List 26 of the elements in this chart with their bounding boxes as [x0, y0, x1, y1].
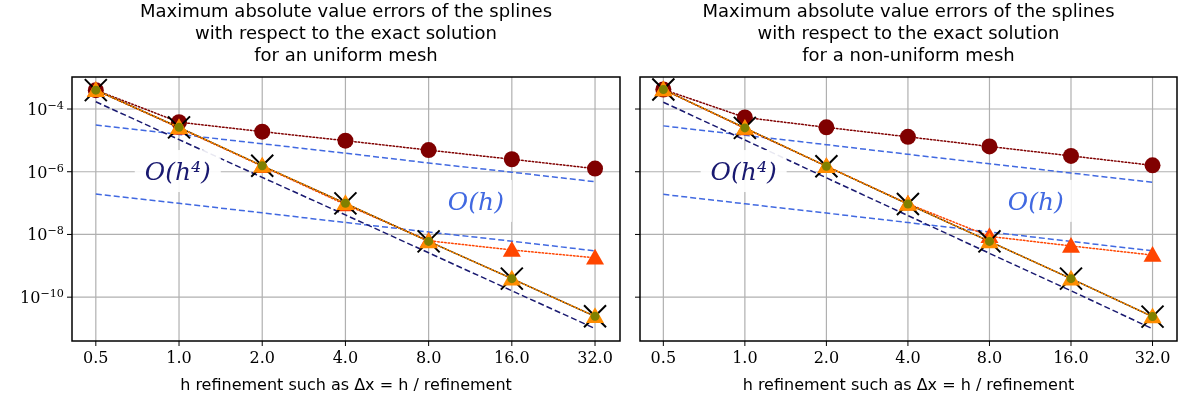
x-tick-label: 2.0: [249, 348, 275, 367]
annotation: O(h⁴): [144, 157, 211, 187]
x-tick-label: 16.0: [1053, 348, 1089, 367]
x-tick-label: 4.0: [895, 348, 921, 367]
x-tick-label: 0.5: [83, 348, 109, 367]
y-tick-label: 10$^{−8}$: [27, 223, 64, 245]
x-tick-label: 8.0: [976, 348, 1003, 367]
annotation: O(h): [447, 186, 504, 216]
chart-title: Maximum absolute value errors of the splines with respect to the exact solution for a non-uniform mesh: [702, 0, 1115, 65]
annotation: O(h⁴): [710, 157, 777, 187]
y-tick-label: 10$^{−10}$: [20, 286, 64, 308]
annotation: O(h): [1007, 186, 1064, 216]
x-tick-label: 2.0: [813, 348, 840, 367]
x-tick-label: 0.5: [650, 348, 677, 367]
y-tick-label: 10$^{−4}$: [27, 98, 64, 120]
x-axis-title: h refinement such as Δx = h / refinement: [180, 375, 512, 394]
x-tick-label: 32.0: [1134, 348, 1171, 367]
x-tick-label: 32.0: [577, 348, 613, 367]
x-tick-label: 1.0: [732, 348, 758, 367]
x-tick-label: 16.0: [494, 348, 530, 367]
x-tick-label: 4.0: [332, 348, 359, 367]
x-tick-label: 8.0: [415, 348, 442, 367]
x-axis-title: h refinement such as Δx = h / refinement: [742, 375, 1075, 394]
x-tick-label: 1.0: [166, 348, 192, 367]
chart-title: Maximum absolute value errors of the splines with respect to the exact solution for an uniform mesh: [139, 0, 553, 65]
y-tick-label: 10$^{−6}$: [27, 161, 64, 182]
